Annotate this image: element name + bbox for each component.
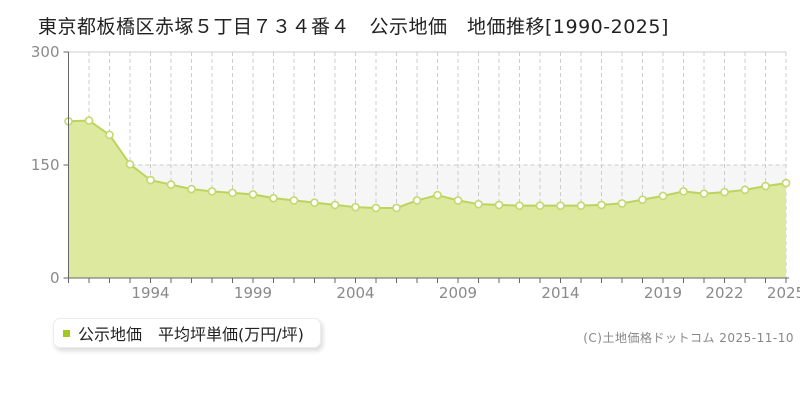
data-point[interactable] [720,187,729,197]
data-point[interactable] [310,198,319,207]
data-point[interactable] [392,203,401,213]
data-point[interactable] [351,202,360,212]
x-axis-label: 2014 [541,284,579,302]
data-point[interactable] [433,190,442,200]
data-point[interactable] [515,201,524,210]
data-point[interactable] [597,200,606,210]
y-axis-label: 0 [50,269,60,287]
x-axis-label: 2004 [336,284,374,302]
data-point[interactable] [699,189,709,198]
data-point[interactable] [556,201,565,210]
legend: 公示地価 平均坪単価(万円/坪) [53,318,321,348]
data-point[interactable] [228,188,237,198]
data-point[interactable] [289,196,299,205]
x-axis-label: 1999 [234,284,272,302]
x-axis-label: 1994 [131,284,169,302]
data-point[interactable] [474,199,483,209]
data-point[interactable] [207,187,217,196]
x-axis-label: 2025 [767,284,800,302]
data-point[interactable] [166,180,176,189]
data-point[interactable] [535,201,545,210]
axis-labels: 0 150 300 1994 1999 2004 2009 2014 2019 2022 2025 [31,43,800,302]
data-point-markers [64,116,791,213]
y-axis-label: 150 [31,156,60,174]
data-point[interactable] [781,178,791,188]
data-point[interactable] [371,203,381,213]
y-axis-label: 300 [31,43,60,61]
legend-bullet-icon [63,329,70,337]
data-point[interactable] [494,200,504,210]
data-point[interactable] [453,196,463,205]
legend-label: 公示地価 平均坪単価(万円/坪) [78,325,304,344]
data-point[interactable] [638,195,647,204]
data-point[interactable] [617,199,627,208]
x-axis-label: 2009 [439,284,477,302]
data-point[interactable] [761,181,770,191]
price-area [68,120,786,278]
x-axis-label: 2022 [705,284,743,302]
data-point[interactable] [146,175,155,185]
data-point[interactable] [105,130,114,140]
x-axis-label: 2019 [644,284,682,302]
data-point[interactable] [84,116,94,125]
data-point[interactable] [740,185,750,195]
data-point[interactable] [679,187,688,196]
data-point[interactable] [248,190,258,199]
copyright-text: (C)土地価格ドットコム 2025-11-10 [583,331,794,345]
chart-title: 東京都板橋区赤塚５丁目７３４番４ 公示地価 地価推移[1990-2025] [38,16,669,38]
data-point[interactable] [576,201,586,210]
data-point[interactable] [658,191,668,201]
data-point[interactable] [269,193,278,203]
axes [63,51,789,283]
data-point[interactable] [412,196,422,205]
data-point[interactable] [330,200,340,210]
data-point[interactable] [125,159,135,169]
data-point[interactable] [187,184,196,194]
